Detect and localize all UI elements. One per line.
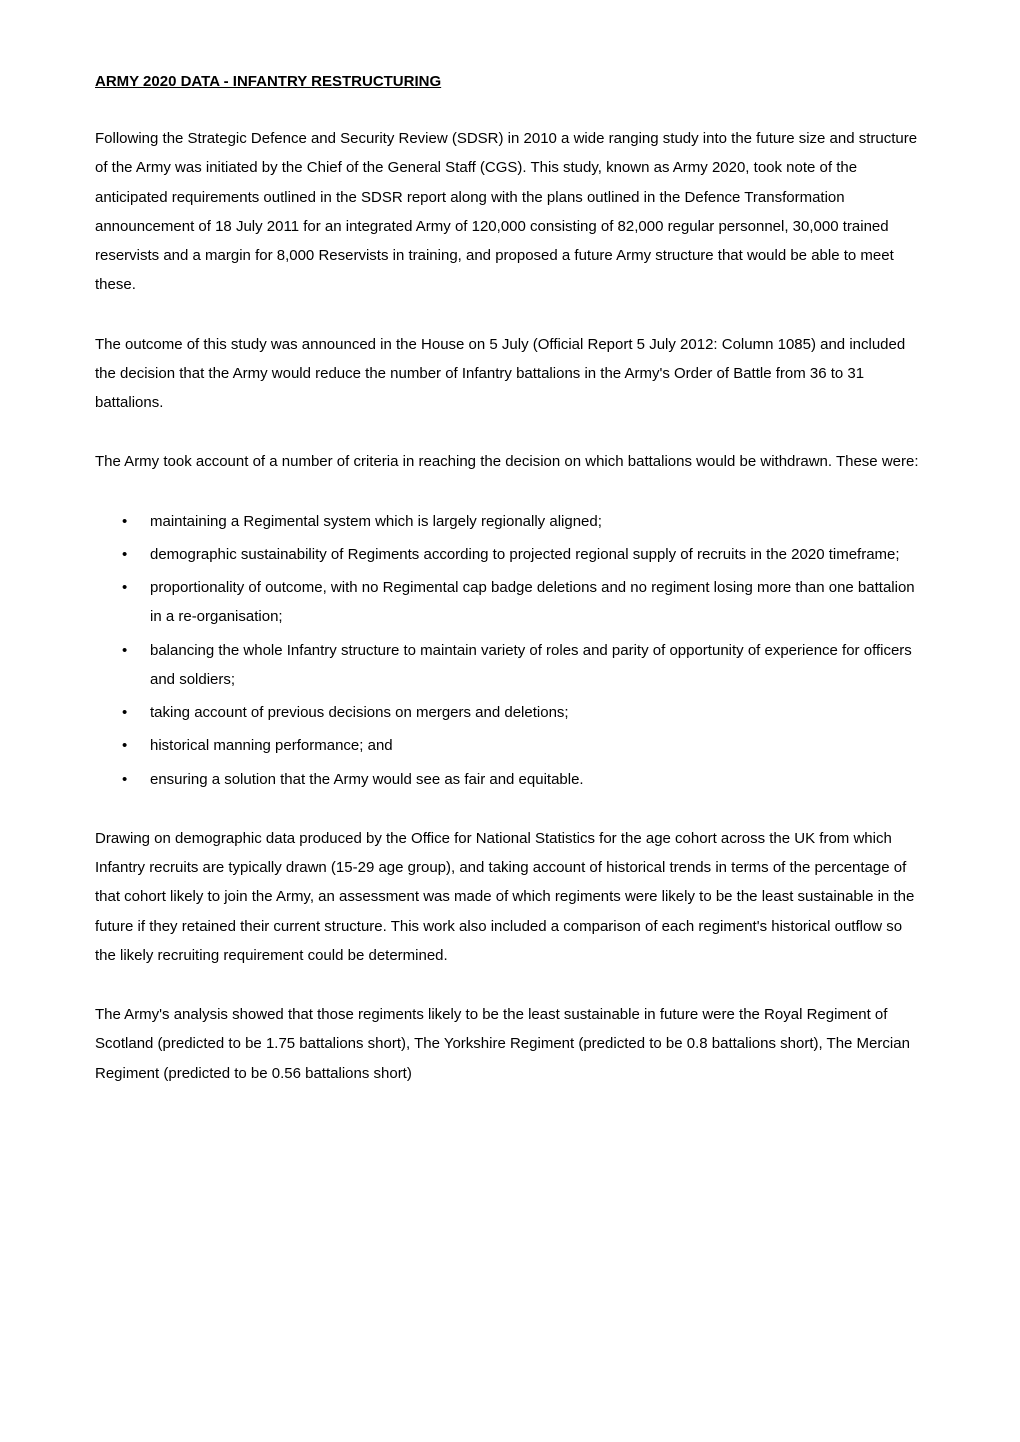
list-item: historical manning performance; and xyxy=(95,731,925,760)
document-title: ARMY 2020 DATA - INFANTRY RESTRUCTURING xyxy=(95,70,925,94)
criteria-list: maintaining a Regimental system which is… xyxy=(95,507,925,794)
list-item: demographic sustainability of Regiments … xyxy=(95,540,925,569)
paragraph-4: Drawing on demographic data produced by … xyxy=(95,824,925,970)
list-item: balancing the whole Infantry structure t… xyxy=(95,636,925,695)
paragraph-5: The Army's analysis showed that those re… xyxy=(95,1000,925,1088)
list-item: maintaining a Regimental system which is… xyxy=(95,507,925,536)
paragraph-1: Following the Strategic Defence and Secu… xyxy=(95,124,925,300)
paragraph-2: The outcome of this study was announced … xyxy=(95,330,925,418)
paragraph-3: The Army took account of a number of cri… xyxy=(95,447,925,476)
list-item: proportionality of outcome, with no Regi… xyxy=(95,573,925,632)
document-page: ARMY 2020 DATA - INFANTRY RESTRUCTURING … xyxy=(0,0,1020,1188)
list-item: taking account of previous decisions on … xyxy=(95,698,925,727)
list-item: ensuring a solution that the Army would … xyxy=(95,765,925,794)
